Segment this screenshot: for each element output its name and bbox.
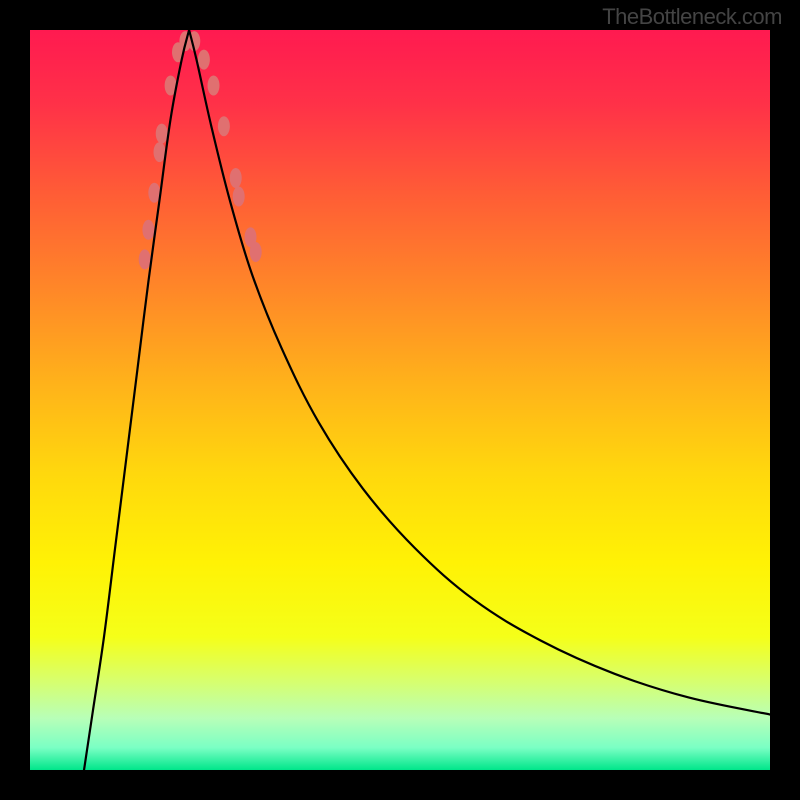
marker-point [154,142,166,162]
marker-point [156,124,168,144]
chart-container: TheBottleneck.com [0,0,800,800]
marker-point [208,76,220,96]
watermark-text: TheBottleneck.com [602,4,782,30]
scatter-markers [139,31,262,269]
marker-point [230,168,242,188]
v-curve [84,30,770,770]
curve-layer [30,30,770,770]
plot-area [30,30,770,770]
marker-point [218,116,230,136]
marker-point [233,187,245,207]
marker-point [139,249,151,269]
marker-point [198,50,210,70]
marker-point [250,242,262,262]
marker-point [142,220,154,240]
